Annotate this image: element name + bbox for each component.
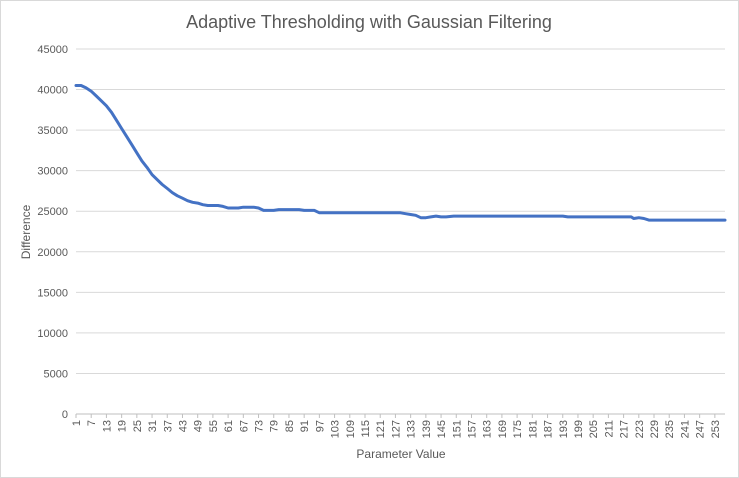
x-tick-label: 61 xyxy=(223,420,235,432)
x-tick-label: 181 xyxy=(527,420,539,438)
y-tick-label: 30000 xyxy=(37,166,68,178)
x-tick-label: 253 xyxy=(710,420,722,438)
x-tick-label: 85 xyxy=(284,420,296,432)
y-tick-label: 20000 xyxy=(37,247,68,259)
x-tick-label: 31 xyxy=(147,420,159,432)
x-axis-ticks: 1 7 13 19 25 31 37 43 49 55 61 67 73 79 85 91 97 103 109 11… xyxy=(71,414,722,438)
x-tick-label: 103 xyxy=(330,420,342,438)
x-tick-label: 175 xyxy=(512,420,524,438)
x-tick-label: 73 xyxy=(254,420,266,432)
x-tick-label: 109 xyxy=(345,420,357,438)
x-tick-label: 217 xyxy=(619,420,631,438)
x-tick-label: 193 xyxy=(558,420,570,438)
x-tick-label: 13 xyxy=(101,420,113,432)
x-tick-label: 205 xyxy=(588,420,600,438)
x-tick-label: 223 xyxy=(634,420,646,438)
x-tick-label: 127 xyxy=(390,420,402,438)
x-tick-label: 169 xyxy=(497,420,509,438)
x-tick-label: 49 xyxy=(193,420,205,432)
y-tick-label: 5000 xyxy=(44,368,68,380)
x-tick-label: 79 xyxy=(269,420,281,432)
x-tick-label: 121 xyxy=(375,420,387,438)
x-tick-label: 43 xyxy=(177,420,189,432)
x-axis-label: Parameter Value xyxy=(356,447,445,461)
y-tick-label: 15000 xyxy=(37,287,68,299)
x-tick-label: 139 xyxy=(421,420,433,438)
x-tick-label: 229 xyxy=(649,420,661,438)
x-tick-label: 67 xyxy=(238,420,250,432)
y-axis-ticks: 0 5000 10000 15000 20000 25000 30000 35000 40000… xyxy=(37,44,68,421)
x-tick-label: 241 xyxy=(679,420,691,438)
x-tick-label: 157 xyxy=(466,420,478,438)
x-tick-label: 199 xyxy=(573,420,585,438)
x-tick-label: 55 xyxy=(208,420,220,432)
x-tick-label: 37 xyxy=(162,420,174,432)
x-tick-label: 1 xyxy=(71,420,83,426)
x-tick-label: 91 xyxy=(299,420,311,432)
series-line xyxy=(74,84,727,222)
x-tick-label: 97 xyxy=(314,420,326,432)
x-tick-label: 211 xyxy=(603,420,615,438)
x-tick-label: 7 xyxy=(86,420,98,426)
y-axis-label: Difference xyxy=(19,204,33,259)
x-tick-label: 115 xyxy=(360,420,372,438)
y-tick-label: 45000 xyxy=(37,44,68,56)
x-tick-label: 187 xyxy=(543,420,555,438)
x-tick-label: 235 xyxy=(664,420,676,438)
y-tick-label: 25000 xyxy=(37,206,68,218)
x-tick-label: 151 xyxy=(451,420,463,438)
x-tick-label: 25 xyxy=(132,420,144,432)
y-tick-label: 35000 xyxy=(37,125,68,137)
y-tick-label: 10000 xyxy=(37,328,68,340)
gridlines xyxy=(76,48,725,374)
y-tick-label: 0 xyxy=(62,409,68,421)
x-tick-label: 247 xyxy=(695,420,707,438)
x-tick-label: 145 xyxy=(436,420,448,438)
y-tick-label: 40000 xyxy=(37,85,68,97)
chart-title: Adaptive Thresholding with Gaussian Filt… xyxy=(186,12,552,32)
x-tick-label: 19 xyxy=(117,420,129,432)
x-tick-label: 133 xyxy=(406,420,418,438)
x-tick-label: 163 xyxy=(482,420,494,438)
